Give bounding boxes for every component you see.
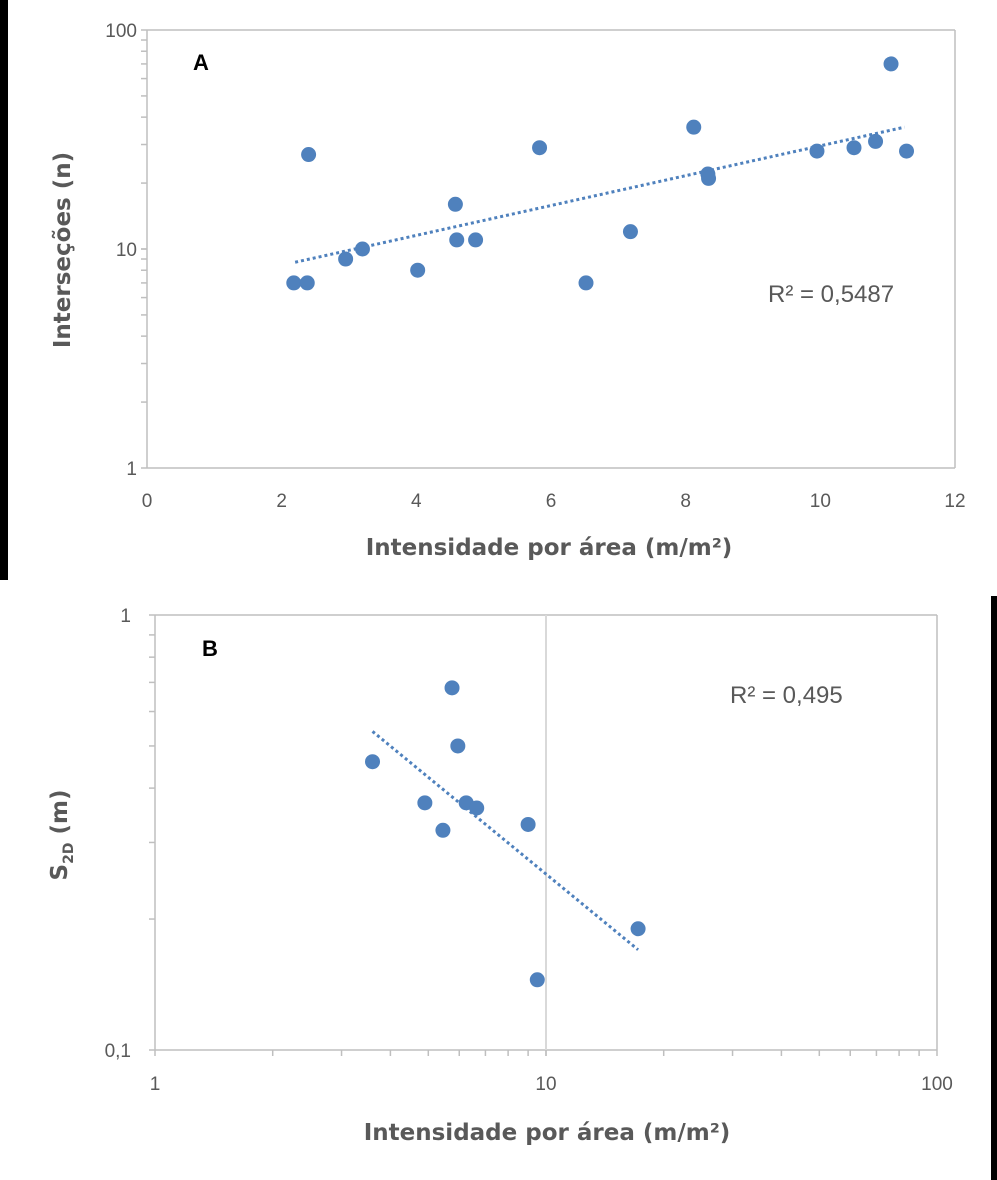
panel-a-y-tick-label: 10 (116, 240, 137, 261)
panel-a-x-tick-label: 8 (680, 491, 691, 512)
panel-b-y-title-unit: (m) (47, 790, 73, 843)
panel-a-chart: 0 2 4 6 8 10 12 1 10 100 A R² = 0,5487 Intensida… (50, 21, 966, 561)
panel-a-y-tick-label: 100 (105, 21, 137, 42)
panel-a-data-point (338, 251, 354, 267)
panel-a-data-point (809, 143, 825, 159)
panel-b-trendline (371, 730, 640, 951)
panel-a-x-tick-label: 2 (276, 491, 287, 512)
panel-a-data-point (686, 119, 702, 135)
panel-b-y-title-main: S (47, 864, 73, 881)
panel-a-trendline (294, 125, 905, 264)
panel-a-data-point (301, 147, 317, 163)
panel-a-x-tick-label: 0 (142, 491, 153, 512)
panel-b-y-axis-title: S2D (m) (47, 790, 77, 881)
panel-b-data-point (365, 754, 381, 770)
panel-b-data-point (630, 921, 646, 937)
panel-a-data-point (447, 196, 463, 212)
panel-a-y-tick-label: 1 (126, 459, 137, 480)
panel-b-y-tick-label: 1 (120, 606, 131, 627)
panel-b-chart: 1 10 100 0,11 B R² = 0,495 Intensidade por… (47, 606, 953, 1146)
panel-a-data-point (468, 232, 484, 248)
panel-a-data-point (883, 56, 899, 72)
panel-b-points (365, 680, 646, 988)
right-border-bar (991, 596, 997, 1180)
panel-b-data-point (444, 680, 460, 696)
panel-b-x-tick-labels: 1 10 100 (150, 1074, 953, 1095)
panel-b-data-point (469, 800, 485, 816)
panel-b-r-squared: R² = 0,495 (730, 682, 843, 709)
panel-a-data-point (578, 275, 594, 291)
panel-b-x-tick-label: 10 (535, 1074, 556, 1095)
panel-b-y-minor-ticks (149, 614, 155, 1051)
panel-a-x-axis-title: Intensidade por área (m/m²) (366, 535, 733, 561)
left-border-bar (0, 0, 8, 580)
panel-a-label: A (193, 50, 209, 75)
panel-b-data-point (435, 822, 451, 838)
panel-a-x-tick-label: 4 (411, 491, 422, 512)
panel-a-data-point (846, 140, 862, 156)
panel-a-y-tick-labels: 1 10 100 (105, 21, 137, 480)
panel-a-data-point (532, 140, 548, 156)
panel-b-data-point (520, 816, 536, 832)
panel-b-data-point (529, 972, 545, 988)
panel-b-y-tick-label: 0,1 (105, 1041, 131, 1062)
panel-a-x-tick-label: 12 (944, 491, 965, 512)
panel-a-y-minor-ticks (141, 29, 147, 469)
panel-a-points (286, 56, 915, 291)
panel-b-x-minor-ticks (154, 1050, 938, 1056)
panel-a-x-tick-labels: 0 2 4 6 8 10 12 (142, 491, 966, 512)
panel-a-data-point (286, 275, 302, 291)
panel-a-data-point (449, 232, 465, 248)
panel-a-data-point (899, 143, 915, 159)
panel-b-label: B (202, 636, 218, 661)
panel-a-data-point (299, 275, 315, 291)
panel-b-data-point (417, 795, 433, 811)
panel-a-data-point (868, 133, 884, 149)
panel-b-x-tick-label: 100 (921, 1074, 953, 1095)
panel-a-data-point (622, 224, 638, 240)
panel-b-data-point (450, 738, 466, 754)
panel-a-y-axis-title: Interseções (n) (50, 152, 76, 348)
panel-b-y-tick-labels: 0,11 (105, 606, 131, 1062)
panel-a-x-tick-label: 10 (810, 491, 831, 512)
panel-a-data-point (354, 241, 370, 257)
panel-b-axes (154, 614, 938, 1051)
panel-a-axes (146, 29, 956, 469)
panel-a-x-tick-label: 6 (546, 491, 557, 512)
panel-a-data-point (410, 262, 426, 278)
panel-a-data-point (701, 170, 717, 186)
panel-b-y-title-subscript: 2D (61, 843, 77, 864)
panel-a-r-squared: R² = 0,5487 (768, 281, 894, 308)
panel-b-x-axis-title: Intensidade por área (m/m²) (364, 1120, 731, 1146)
panel-b-x-tick-label: 1 (150, 1074, 161, 1095)
